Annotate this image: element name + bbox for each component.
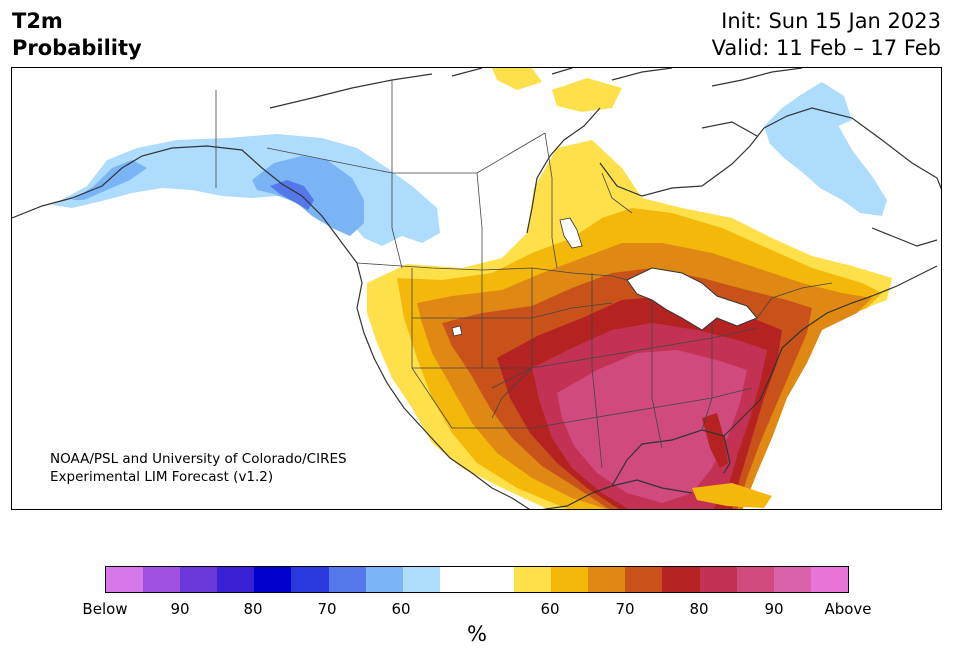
- florida-peak: [702, 413, 728, 468]
- colorbar-tick-label: 90: [170, 600, 190, 618]
- great-salt-lake: [451, 325, 463, 337]
- below-normal-alaska-core: [270, 180, 314, 210]
- cuba-above: [692, 483, 772, 508]
- credit-line-2: Experimental LIM Forecast (v1.2): [50, 469, 274, 485]
- colorbar-segment: [217, 567, 255, 592]
- colorbar-segment: [291, 567, 329, 592]
- above-normal-120: [557, 350, 747, 503]
- valid-range: Valid: 11 Feb – 17 Feb: [711, 36, 941, 60]
- colorbar-segment: [551, 567, 589, 592]
- colorbar-tick-label: 80: [689, 600, 709, 618]
- below-normal-alaska-outer: [52, 134, 440, 246]
- above-normal-60-arctic: [492, 68, 542, 90]
- credit-line-1: NOAA/PSL and University of Colorado/CIRE…: [50, 451, 347, 467]
- colorbar-segment: [625, 567, 663, 592]
- title-variable: T2m: [12, 9, 63, 33]
- colorbar-segment: [254, 567, 292, 592]
- title-type: Probability: [12, 36, 142, 60]
- forecast-map: NOAA/PSL and University of Colorado/CIRE…: [11, 67, 942, 510]
- colorbar-tick-label: 70: [615, 600, 635, 618]
- colorbar-segment: [476, 567, 515, 592]
- colorbar-tick-label: 60: [391, 600, 411, 618]
- colorbar-segment: [365, 567, 403, 592]
- colorbar-segment: [328, 567, 366, 592]
- colorbar-segment: [736, 567, 774, 592]
- colorbar-segment: [106, 567, 144, 592]
- colorbar-segment: [773, 567, 811, 592]
- colorbar-segment: [810, 567, 848, 592]
- colorbar-segment: [588, 567, 626, 592]
- colorbar-segment: [699, 567, 737, 592]
- credit-annotation: NOAA/PSL and University of Colorado/CIRE…: [50, 450, 347, 486]
- lake-winnipeg: [559, 217, 583, 249]
- colorbar-segment: [143, 567, 181, 592]
- colorbar-tick-label: 90: [764, 600, 784, 618]
- great-lakes: [626, 267, 758, 331]
- map-graphic: [12, 68, 941, 509]
- colorbar-segment: [439, 567, 477, 592]
- colorbar-tick-label: 80: [243, 600, 263, 618]
- below-normal-baffin: [782, 82, 852, 128]
- chart-title: T2m Probability: [12, 8, 142, 62]
- colorbar-segment: [402, 567, 440, 592]
- coastlines: [12, 68, 941, 509]
- above-normal-60-hudson: [552, 78, 622, 112]
- below-normal-northeast-canada: [764, 106, 887, 216]
- colorbar-segment: [514, 567, 552, 592]
- init-date: Init: Sun 15 Jan 2023: [721, 9, 941, 33]
- colorbar-tick-label: 60: [540, 600, 560, 618]
- colorbar-tick-label: Below: [82, 600, 128, 618]
- colorbar-unit: %: [467, 622, 487, 646]
- colorbar-tick-label: Above: [824, 600, 872, 618]
- colorbar: [105, 566, 849, 593]
- colorbar-segment: [180, 567, 218, 592]
- colorbar-segment: [662, 567, 700, 592]
- forecast-dates: Init: Sun 15 Jan 2023 Valid: 11 Feb – 17…: [712, 8, 941, 62]
- colorbar-tick-label: 70: [317, 600, 337, 618]
- boundaries: [215, 80, 833, 469]
